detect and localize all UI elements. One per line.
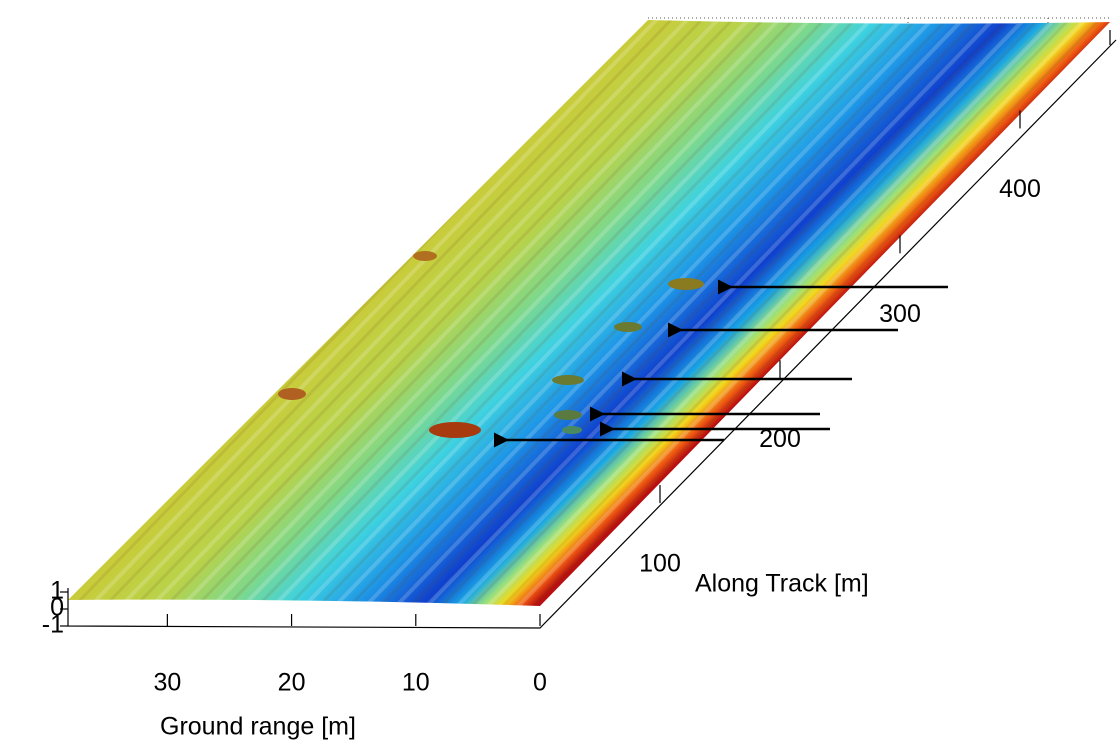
target (552, 375, 584, 385)
y-tick-label: 200 (759, 425, 801, 453)
surface-texture (68, 20, 1110, 606)
arrows (494, 279, 948, 448)
z-tick-label: -1 (42, 611, 64, 639)
z-tick-label: 1 (50, 577, 64, 605)
x-tick-label: 0 (533, 669, 547, 697)
target (554, 410, 582, 420)
y-tick-label: 100 (639, 550, 681, 578)
targets (278, 251, 704, 438)
target (429, 422, 481, 438)
x-tick-label: 20 (278, 669, 306, 697)
box-edge (67, 39, 1117, 629)
target (562, 426, 582, 434)
target (278, 388, 306, 400)
z-tick-label: 0 (50, 594, 64, 622)
target (614, 322, 642, 332)
x-axis-label: Ground range [m] (160, 713, 356, 741)
target (413, 251, 437, 261)
x-tick-label: 30 (153, 669, 181, 697)
y-tick-label: 400 (999, 175, 1041, 203)
x-tick-label: 10 (402, 669, 430, 697)
target (668, 278, 704, 290)
y-tick-label: 300 (879, 300, 921, 328)
y-axis-label: Along Track [m] (695, 570, 869, 598)
box-front (67, 39, 1117, 629)
